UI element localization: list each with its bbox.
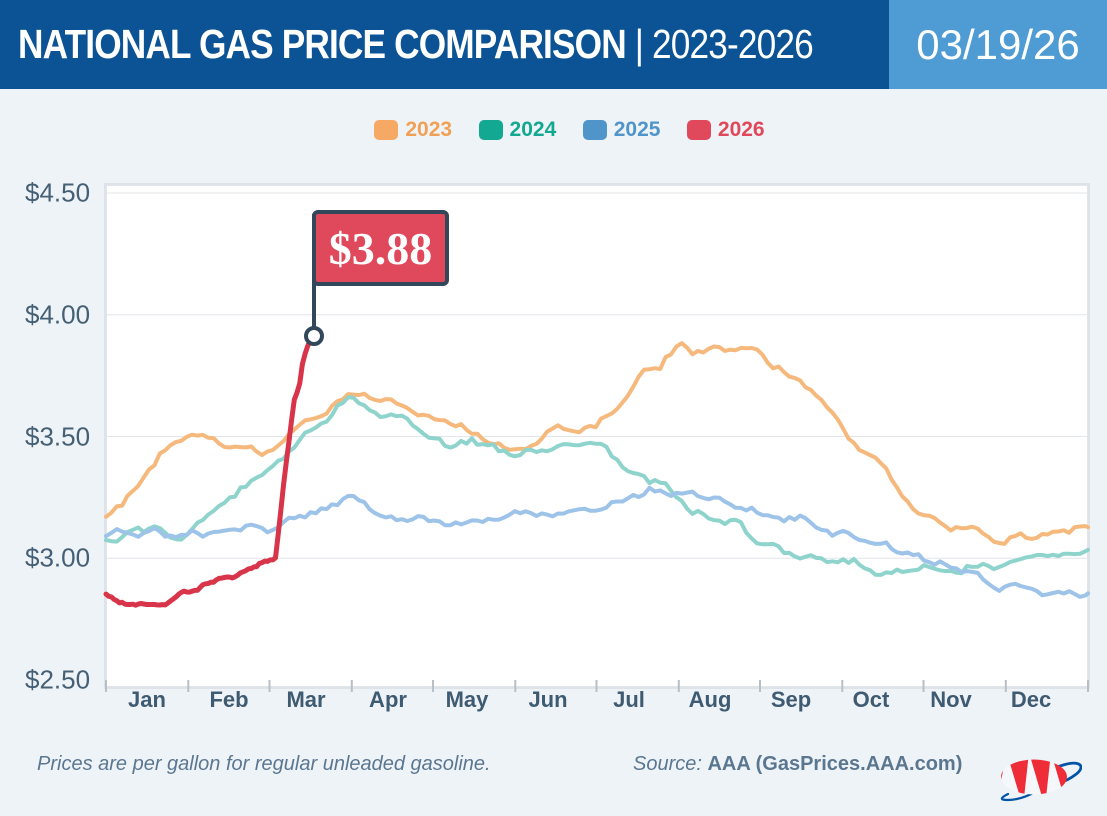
svg-text:$3.88: $3.88	[329, 223, 433, 274]
